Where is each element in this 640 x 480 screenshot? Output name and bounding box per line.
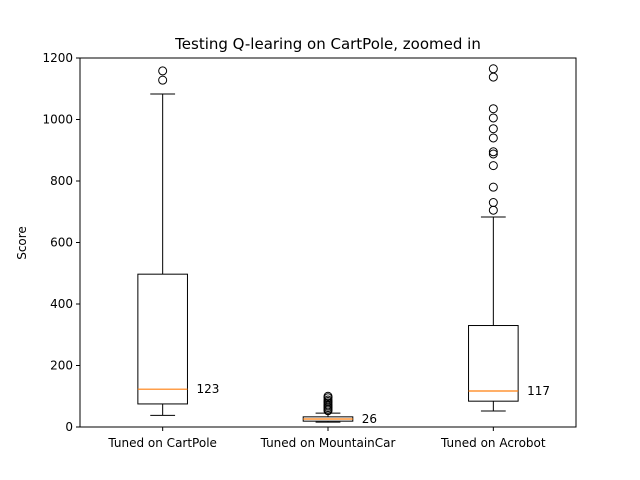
y-tick-label: 800 <box>50 174 73 188</box>
x-tick-label: Tuned on MountainCar <box>260 436 396 450</box>
y-tick-label: 400 <box>50 297 73 311</box>
y-tick-label: 0 <box>65 420 73 434</box>
plot-area: 0 200 400 600 800 1000 1200 Tuned on CartPole 12… <box>42 51 550 450</box>
outlier-point <box>488 147 498 157</box>
y-tick-label: 200 <box>50 359 73 373</box>
outlier-point <box>323 391 333 401</box>
y-tick-label: 1200 <box>42 51 73 65</box>
y-tick-label: 1000 <box>42 113 73 127</box>
outlier-point <box>158 75 168 85</box>
outlier-point <box>488 104 498 114</box>
outlier-point <box>488 198 498 208</box>
median-label: 123 <box>196 382 219 396</box>
box <box>468 325 519 402</box>
chart-title: Testing Q-learing on CartPole, zoomed in <box>174 35 481 53</box>
x-tick-label: Tuned on Acrobot <box>440 436 546 450</box>
outlier-point <box>488 113 498 123</box>
outlier-point <box>488 161 498 171</box>
outlier-point <box>488 64 498 74</box>
y-axis-label: Score <box>15 226 29 260</box>
outlier-point <box>488 149 498 159</box>
outlier-point <box>488 182 498 192</box>
outlier-point <box>488 124 498 134</box>
box <box>137 273 188 405</box>
x-tick-label: Tuned on CartPole <box>107 436 217 450</box>
axes-frame <box>79 57 577 428</box>
y-tick-label: 600 <box>50 236 73 250</box>
outlier-point <box>488 72 498 82</box>
median-label: 117 <box>527 384 550 398</box>
outlier-point <box>488 133 498 143</box>
outlier-point <box>323 395 333 405</box>
median-label: 26 <box>362 412 377 426</box>
outlier-point <box>488 205 498 215</box>
outlier-point <box>158 66 168 76</box>
